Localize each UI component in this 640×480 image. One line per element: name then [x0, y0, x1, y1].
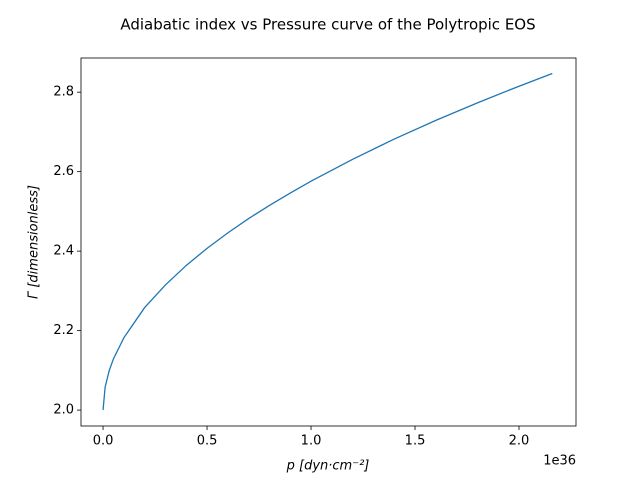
- x-tick-label: 2.0: [509, 434, 530, 449]
- x-offset-label: 1e36: [543, 454, 576, 469]
- x-tick-label: 0.5: [197, 434, 218, 449]
- y-tick-label: 2.2: [53, 323, 74, 338]
- y-tick-label: 2.6: [53, 164, 74, 179]
- x-axis-label: p [dyn·cm⁻²]: [286, 459, 370, 474]
- y-tick-label: 2.4: [53, 244, 74, 259]
- y-axis-label: Γ [dimensionless]: [27, 185, 42, 299]
- y-tick-label: 2.8: [53, 85, 74, 100]
- line: [102, 72, 553, 411]
- x-tick-label: 1.0: [301, 434, 322, 449]
- x-tick-label: 1.5: [405, 434, 426, 449]
- chart-title: Adiabatic index vs Pressure curve of the…: [120, 16, 535, 34]
- y-tick-label: 2.0: [53, 403, 74, 418]
- x-tick-label: 0.0: [93, 434, 114, 449]
- axes-frame: [80, 57, 577, 427]
